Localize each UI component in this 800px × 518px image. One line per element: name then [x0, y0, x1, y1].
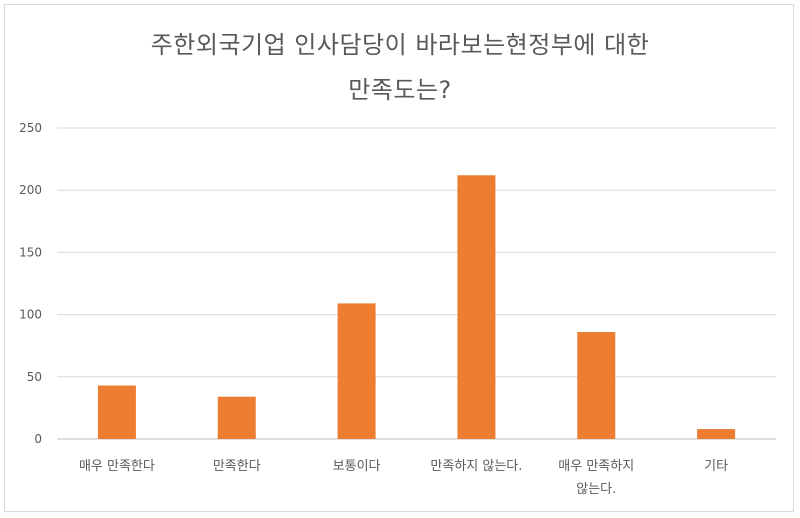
bar: [217, 396, 256, 439]
x-category-label: 기타: [704, 459, 728, 474]
y-tick-label: 0: [34, 432, 42, 446]
bar: [337, 303, 376, 439]
bar: [457, 175, 496, 439]
x-category-label: 만족한다: [213, 459, 261, 474]
bar: [697, 429, 736, 439]
bar: [97, 385, 136, 439]
chart-title-line-2: 만족도는?: [348, 76, 452, 104]
y-tick-label: 150: [19, 245, 42, 259]
chart-title-line-1: 주한외국기업 인사담당이 바라보는현정부에 대한: [150, 31, 650, 59]
x-category-label: 보통이다: [333, 459, 381, 474]
y-tick-label: 100: [19, 308, 42, 322]
x-category-label: 만족하지 않는다.: [430, 459, 522, 474]
bar: [577, 332, 616, 439]
x-category-label: 않는다.: [576, 482, 616, 497]
x-category-label: 매우 만족하지: [558, 459, 634, 474]
y-tick-label: 50: [27, 370, 42, 384]
y-tick-label: 200: [19, 183, 42, 197]
x-category-label: 매우 만족한다: [79, 459, 155, 474]
y-tick-label: 250: [19, 121, 42, 135]
